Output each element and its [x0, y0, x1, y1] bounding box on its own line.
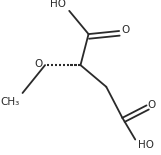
Text: HO: HO	[50, 0, 66, 9]
Text: HO: HO	[138, 140, 154, 150]
Text: O: O	[147, 100, 156, 110]
Text: CH₃: CH₃	[0, 97, 19, 107]
Text: O: O	[122, 25, 130, 35]
Text: O: O	[34, 59, 43, 69]
